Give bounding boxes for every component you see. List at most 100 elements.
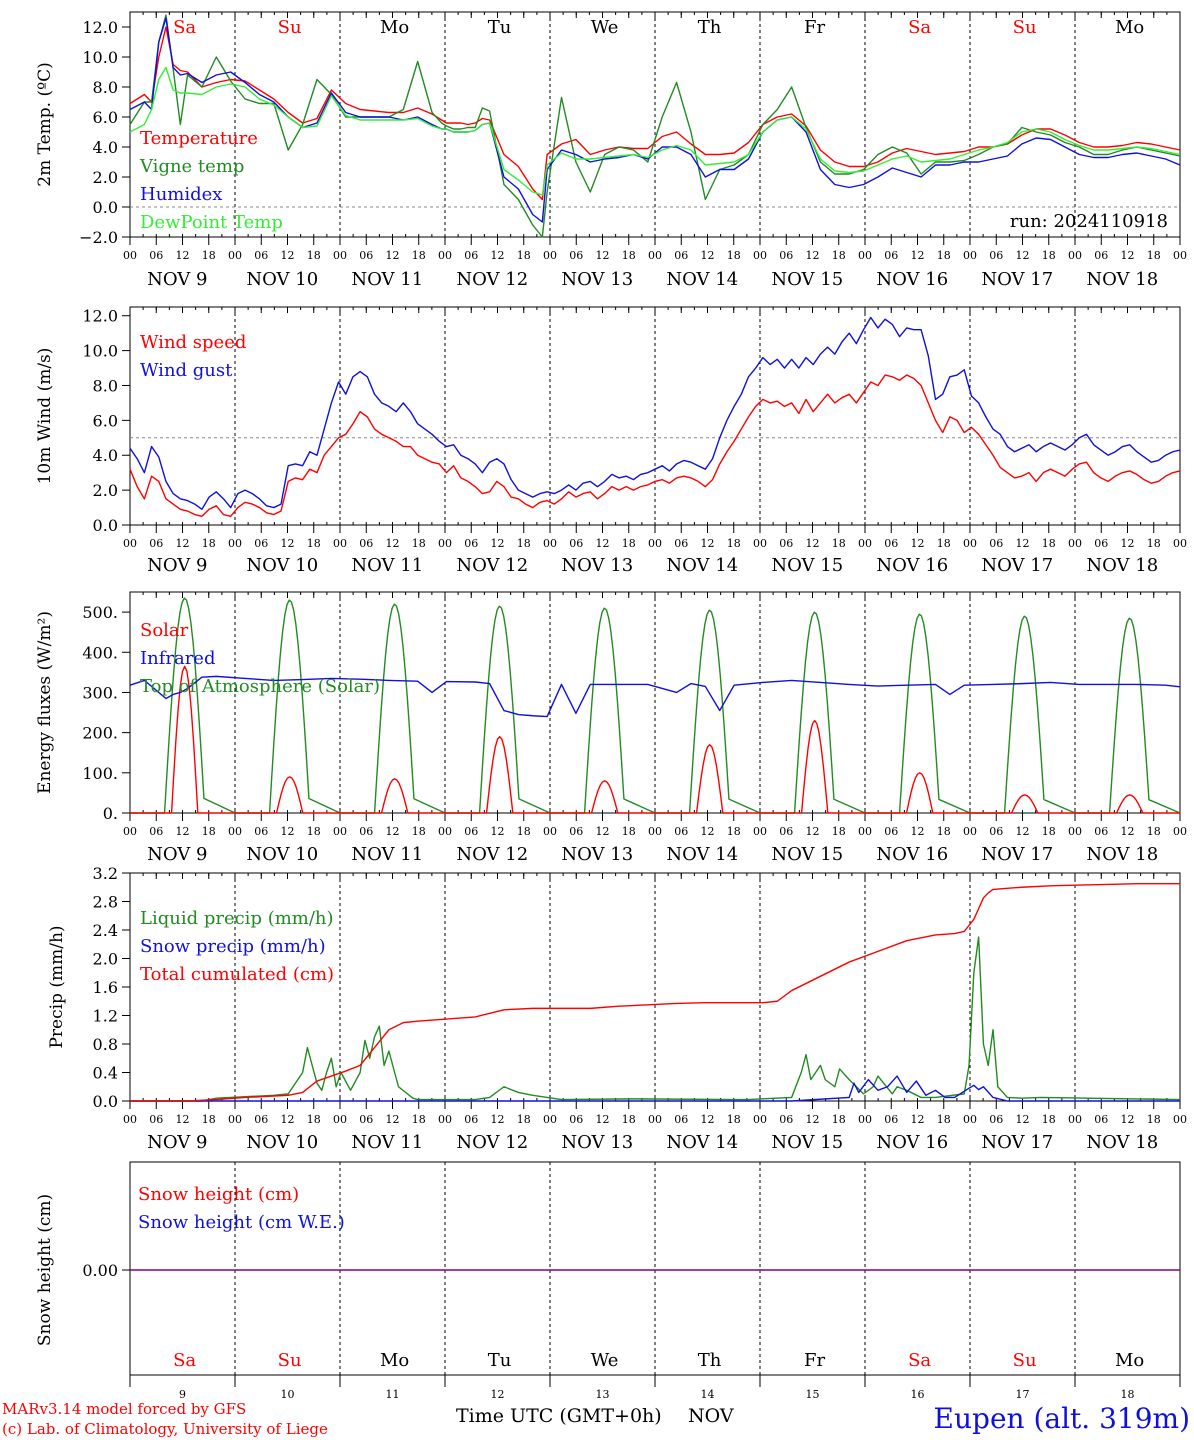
series-total-cumulated-cm-	[130, 882, 1180, 1102]
day-label: NOV 12	[456, 269, 528, 290]
hour-tick-label: 12	[386, 825, 400, 838]
series-temperature	[129, 26, 1181, 201]
day-label: NOV 11	[351, 269, 423, 290]
weekday-label: Sa	[173, 17, 196, 38]
hour-tick-label: 18	[307, 1113, 321, 1126]
hour-tick-label: 18	[1147, 249, 1161, 262]
day-label: NOV 17	[981, 269, 1053, 290]
y-tick-label: 10.0	[82, 342, 118, 361]
hour-tick-label: 06	[464, 1113, 478, 1126]
hour-tick-label: 00	[333, 249, 347, 262]
hour-tick-label: 12	[1121, 249, 1135, 262]
hour-tick-label: 00	[963, 249, 977, 262]
weekday-label: Mo	[380, 17, 409, 38]
y-tick-label: 100.	[82, 764, 118, 783]
y-tick-label: 0.8	[93, 1035, 118, 1054]
hour-tick-label: 00	[1173, 537, 1187, 550]
hour-tick-label: 18	[1042, 537, 1056, 550]
hour-tick-label: 18	[937, 1113, 951, 1126]
y-tick-label: 1.6	[93, 978, 118, 997]
hour-tick-label: 12	[386, 1113, 400, 1126]
hour-tick-label: 18	[412, 537, 426, 550]
hour-tick-label: 12	[176, 537, 190, 550]
day-label: NOV 16	[876, 269, 948, 290]
hour-tick-label: 18	[517, 825, 531, 838]
hour-tick-label: 12	[386, 537, 400, 550]
day-label: NOV 14	[666, 844, 738, 865]
day-number-label: 13	[596, 1388, 610, 1401]
day-number-label: 18	[1121, 1388, 1135, 1401]
hour-tick-label: 18	[517, 249, 531, 262]
chart-panels: 00 06 12 18 00 06 12 18 00 06 12 18 00 06 12 18 00 06 12 18…	[35, 11, 1187, 1401]
hour-tick-label: 00	[1173, 249, 1187, 262]
day-label: NOV 11	[351, 844, 423, 865]
hour-tick-label: 18	[832, 249, 846, 262]
day-label: NOV 12	[456, 555, 528, 576]
y-tick-label: 1.2	[93, 1007, 118, 1026]
hour-tick-label: 00	[228, 1113, 242, 1126]
legend-entry: Vigne temp	[139, 156, 244, 177]
hour-tick-label: 18	[412, 249, 426, 262]
hour-tick-label: 06	[359, 825, 373, 838]
credit-line-1: MARv3.14 model forced by GFS	[2, 1400, 246, 1418]
hour-tick-label: 06	[149, 825, 163, 838]
y-tick-label: 200.	[82, 724, 118, 743]
hour-tick-label: 12	[806, 249, 820, 262]
hour-tick-label: 18	[832, 537, 846, 550]
hour-tick-label: 00	[1173, 825, 1187, 838]
hour-tick-label: 00	[963, 1113, 977, 1126]
day-label: NOV 13	[561, 269, 633, 290]
y-tick-label: 2.0	[93, 481, 118, 500]
hour-tick-label: 06	[779, 249, 793, 262]
weekday-label: Th	[698, 17, 722, 38]
day-label: NOV 14	[666, 269, 738, 290]
hour-tick-label: 00	[438, 537, 452, 550]
hour-tick-label: 12	[911, 825, 925, 838]
panel-4: 00 06 12 18 00 06 12 18 00 06 12 18 00 06 12 18 00 06 12 18…	[47, 864, 1187, 1153]
day-label: NOV 16	[876, 844, 948, 865]
hour-tick-label: 12	[1016, 1113, 1030, 1126]
hour-tick-label: 12	[491, 1113, 505, 1126]
y-tick-label: 3.2	[93, 864, 118, 883]
weekday-label: Th	[698, 1350, 722, 1371]
y-tick-label: 12.0	[82, 18, 118, 37]
weekday-label: Su	[1013, 17, 1037, 38]
hour-tick-label: 12	[491, 537, 505, 550]
hour-tick-label: 12	[1016, 249, 1030, 262]
hour-tick-label: 12	[491, 249, 505, 262]
hour-tick-label: 12	[1016, 825, 1030, 838]
hour-tick-label: 00	[123, 825, 137, 838]
hour-tick-label: 18	[202, 825, 216, 838]
hour-tick-label: 00	[753, 537, 767, 550]
hour-tick-label: 00	[648, 249, 662, 262]
panel-frame	[129, 11, 1181, 238]
y-tick-label: 400.	[82, 643, 118, 662]
day-label: NOV 15	[771, 1132, 843, 1153]
day-label: NOV 11	[351, 1132, 423, 1153]
y-tick-label: 300.	[82, 683, 118, 702]
y-tick-label: 0.0	[93, 198, 118, 217]
hour-tick-label: 00	[1173, 1113, 1187, 1126]
hour-tick-label: 00	[648, 537, 662, 550]
hour-tick-label: 18	[1042, 249, 1056, 262]
hour-tick-label: 18	[412, 825, 426, 838]
day-label: NOV 17	[981, 844, 1053, 865]
y-tick-label: 0.4	[93, 1064, 118, 1083]
legend-entry: Temperature	[140, 128, 258, 149]
hour-tick-label: 18	[937, 537, 951, 550]
hour-tick-label: 18	[202, 1113, 216, 1126]
y-tick-label: 0.00	[82, 1261, 118, 1280]
hour-tick-label: 00	[123, 537, 137, 550]
day-label: NOV 9	[147, 1132, 207, 1153]
hour-tick-label: 06	[254, 249, 268, 262]
legend-entry: Snow precip (mm/h)	[140, 936, 326, 957]
hour-tick-label: 18	[307, 249, 321, 262]
hour-tick-label: 06	[674, 1113, 688, 1126]
hour-tick-label: 06	[779, 825, 793, 838]
credit-line-2: (c) Lab. of Climatology, University of L…	[2, 1420, 328, 1438]
hour-tick-label: 18	[517, 537, 531, 550]
day-label: NOV 10	[246, 1132, 318, 1153]
day-label: NOV 10	[246, 555, 318, 576]
y-tick-label: 0.	[103, 804, 118, 823]
hour-tick-label: 12	[911, 249, 925, 262]
